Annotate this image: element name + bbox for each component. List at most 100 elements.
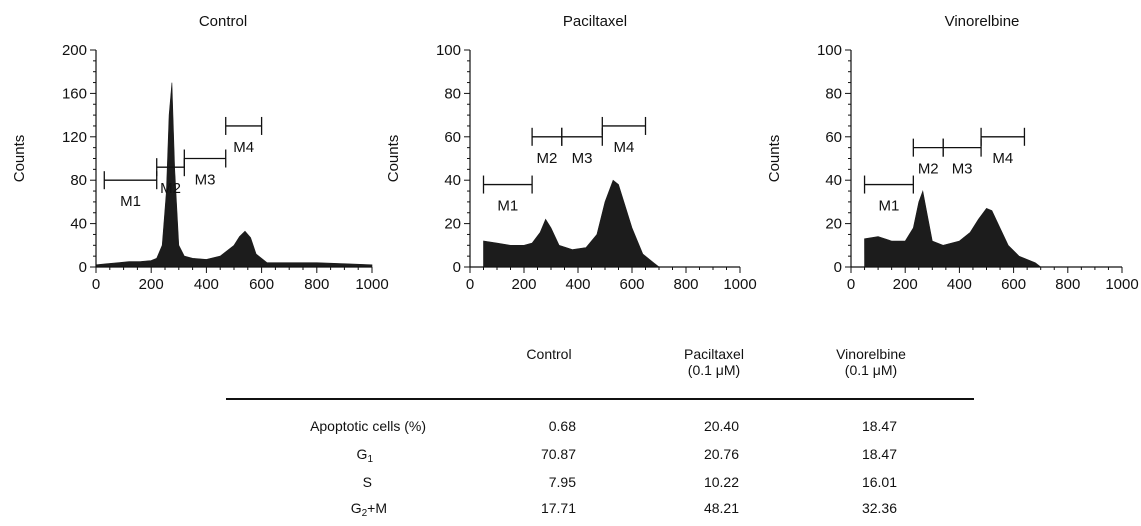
x-tick-label: 0: [92, 276, 100, 293]
row-label-s-text: S: [362, 474, 372, 490]
marker-label: M2: [160, 180, 181, 197]
col-header-paciltaxel: Paciltaxel (0.1 μM): [644, 346, 784, 378]
row-label-g1: G1: [226, 446, 373, 468]
y-tick-label: 200: [62, 42, 87, 59]
x-tick-label: 400: [565, 276, 590, 293]
y-tick-label: 80: [825, 85, 842, 102]
x-tick-label: 400: [947, 276, 972, 293]
x-tick-label: 800: [304, 276, 329, 293]
col-header-vinorelbine-line1: Vinorelbine: [836, 346, 906, 362]
marker-m1: M1: [103, 171, 158, 210]
histogram-area: [864, 189, 1042, 268]
x-tick-label: 200: [511, 276, 536, 293]
row-label-g2m-sub: 2: [361, 508, 368, 519]
panel-0: Control Counts 0 40 80 120 160 200 0 200 400 600 800…: [11, 13, 389, 293]
marker-m3: M3: [183, 149, 227, 189]
row-label-g1-sub: 1: [367, 454, 373, 465]
x-tick-label: 200: [139, 276, 164, 293]
y-tick-label: 60: [825, 129, 842, 146]
marker-m2: M2: [912, 138, 944, 178]
col-header-vinorelbine-line2: (0.1 μM): [844, 362, 898, 378]
y-axis-label: Counts: [766, 135, 783, 183]
x-tick-label: 0: [466, 276, 474, 293]
y-tick-label: 80: [444, 85, 461, 102]
x-tick-label: 0: [847, 276, 855, 293]
marker-label: M4: [233, 139, 254, 156]
cell-s-vinorelbine: 16.01: [861, 474, 897, 490]
x-tick-label: 200: [893, 276, 918, 293]
marker-label: M4: [992, 150, 1013, 167]
marker-label: M1: [879, 198, 900, 215]
marker-label: M2: [537, 150, 558, 167]
cell-g2m-paciltaxel: 48.21: [703, 500, 739, 516]
y-tick-label: 20: [825, 216, 842, 233]
y-tick-label: 40: [444, 172, 461, 189]
col-header-control: Control: [484, 346, 614, 362]
row-label-g2m-text: G: [350, 500, 362, 516]
marker-m1: M1: [482, 175, 533, 215]
y-tick-label: 100: [436, 42, 461, 59]
y-tick-label: 80: [70, 172, 87, 189]
cell-apoptotic-vinorelbine: 18.47: [861, 418, 897, 434]
x-tick-label: 1000: [1105, 276, 1138, 293]
panel-title: Paciltaxel: [563, 13, 627, 30]
marker-label: M1: [120, 193, 141, 210]
row-label-s: S: [226, 474, 372, 490]
cell-g1-paciltaxel: 20.76: [703, 446, 739, 462]
marker-m4: M4: [225, 116, 263, 156]
x-tick-label: 800: [673, 276, 698, 293]
row-label-apoptotic-text: Apoptotic cells (%): [310, 418, 426, 434]
cell-s-control: 7.95: [548, 474, 576, 490]
panel-title: Vinorelbine: [945, 13, 1020, 30]
y-tick-label: 0: [453, 259, 461, 276]
y-tick-label: 160: [62, 85, 87, 102]
marker-m2: M2: [531, 127, 563, 167]
y-tick-label: 60: [444, 129, 461, 146]
y-tick-label: 120: [62, 129, 87, 146]
y-tick-label: 40: [70, 216, 87, 233]
marker-label: M4: [613, 139, 634, 156]
marker-label: M3: [195, 172, 216, 189]
cell-apoptotic-control: 0.68: [548, 418, 576, 434]
y-tick-label: 20: [444, 216, 461, 233]
y-tick-label: 40: [825, 172, 842, 189]
x-tick-label: 600: [1001, 276, 1026, 293]
row-label-g2m: G2+M: [226, 500, 387, 522]
panel-title: Control: [199, 13, 247, 30]
col-header-paciltaxel-line1: Paciltaxel: [684, 346, 744, 362]
histogram-area: [483, 179, 660, 268]
marker-label: M3: [572, 150, 593, 167]
row-label-apoptotic: Apoptotic cells (%): [226, 418, 426, 434]
row-label-g1-text: G: [356, 446, 368, 462]
row-label-g2m-suffix: +M: [367, 500, 387, 516]
x-tick-label: 600: [249, 276, 274, 293]
x-tick-label: 1000: [723, 276, 756, 293]
marker-label: M1: [497, 198, 518, 215]
x-tick-label: 400: [194, 276, 219, 293]
cell-apoptotic-paciltaxel: 20.40: [703, 418, 739, 434]
cell-g1-vinorelbine: 18.47: [861, 446, 897, 462]
y-tick-label: 100: [817, 42, 842, 59]
cell-s-paciltaxel: 10.22: [703, 474, 739, 490]
y-axis-label: Counts: [385, 135, 402, 183]
col-header-control-line1: Control: [526, 346, 572, 362]
header-rule: [226, 398, 974, 400]
marker-m4: M4: [601, 116, 647, 156]
cell-g2m-control: 17.71: [540, 500, 576, 516]
marker-m3: M3: [942, 138, 982, 178]
col-header-vinorelbine: Vinorelbine (0.1 μM): [801, 346, 941, 378]
x-tick-label: 1000: [355, 276, 388, 293]
y-tick-label: 0: [834, 259, 842, 276]
marker-label: M2: [918, 161, 939, 178]
x-tick-label: 600: [619, 276, 644, 293]
marker-m3: M3: [561, 127, 603, 167]
y-tick-label: 0: [79, 259, 87, 276]
histogram-area: [95, 82, 373, 268]
cell-g2m-vinorelbine: 32.36: [861, 500, 897, 516]
col-header-paciltaxel-line2: (0.1 μM): [687, 362, 741, 378]
x-tick-label: 800: [1055, 276, 1080, 293]
marker-label: M3: [952, 161, 973, 178]
